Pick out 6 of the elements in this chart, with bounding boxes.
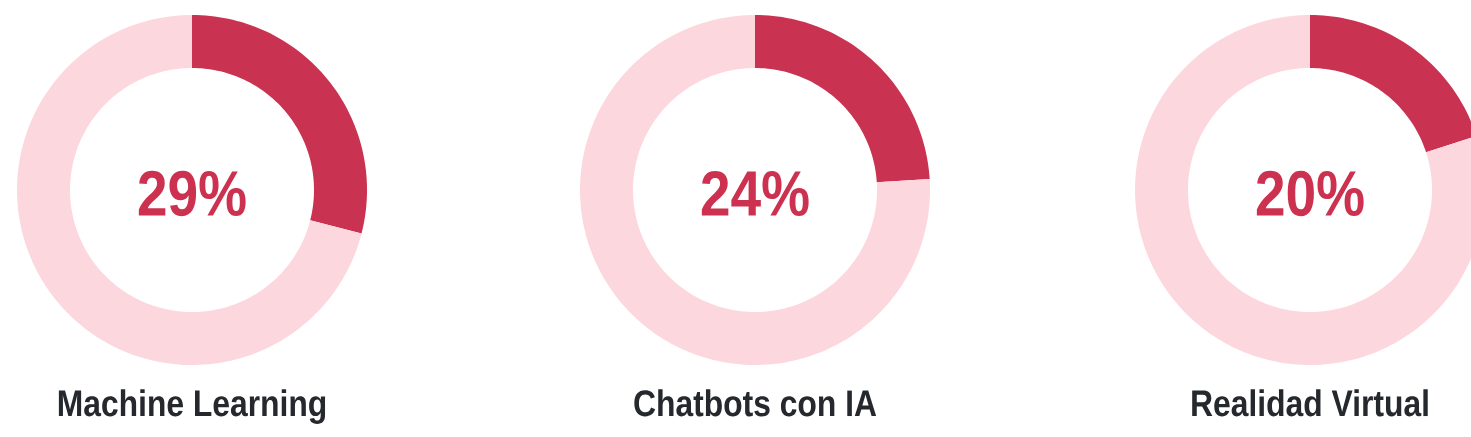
text: Machine Learning [58, 389, 326, 424]
text: 24% [701, 170, 809, 217]
text: 29% [138, 170, 246, 217]
text: 20% [1256, 170, 1364, 217]
text: Chatbots con IA [634, 389, 877, 417]
text: Realidad Virtual [1192, 389, 1428, 417]
